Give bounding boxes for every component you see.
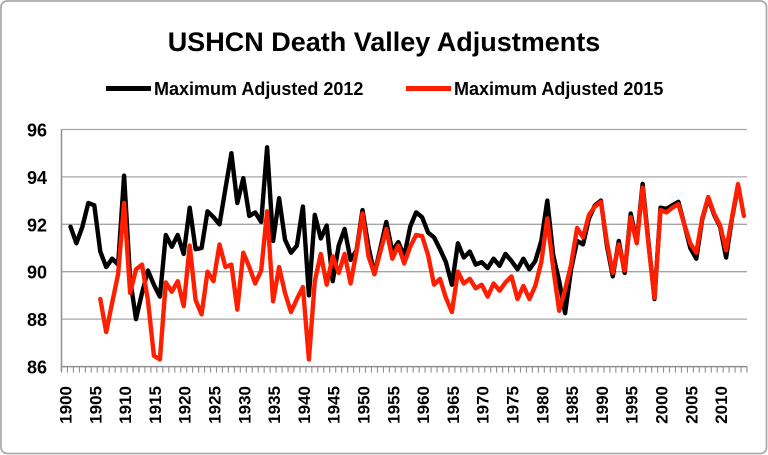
svg-text:2010: 2010 [712,386,731,424]
svg-text:1920: 1920 [176,386,195,424]
svg-text:1930: 1930 [235,386,254,424]
svg-text:1965: 1965 [444,386,463,424]
svg-text:88: 88 [27,310,47,330]
svg-text:1980: 1980 [533,386,552,424]
svg-text:1910: 1910 [116,386,135,424]
svg-text:1900: 1900 [57,386,76,424]
svg-text:1995: 1995 [623,386,642,424]
svg-text:1970: 1970 [474,386,493,424]
svg-text:1990: 1990 [593,386,612,424]
svg-text:1925: 1925 [206,386,225,424]
svg-text:1975: 1975 [504,386,523,424]
svg-text:1905: 1905 [86,386,105,424]
svg-text:92: 92 [27,215,47,235]
svg-text:90: 90 [27,263,47,283]
svg-text:1950: 1950 [355,386,374,424]
svg-text:1915: 1915 [146,386,165,424]
svg-text:96: 96 [27,121,47,141]
svg-text:2000: 2000 [653,386,672,424]
svg-text:1945: 1945 [325,386,344,424]
svg-text:1955: 1955 [384,386,403,424]
svg-text:1985: 1985 [563,386,582,424]
svg-text:1940: 1940 [295,386,314,424]
svg-text:94: 94 [27,168,47,188]
svg-text:2005: 2005 [682,386,701,424]
svg-text:86: 86 [27,358,47,378]
svg-text:1960: 1960 [414,386,433,424]
svg-text:1935: 1935 [265,386,284,424]
